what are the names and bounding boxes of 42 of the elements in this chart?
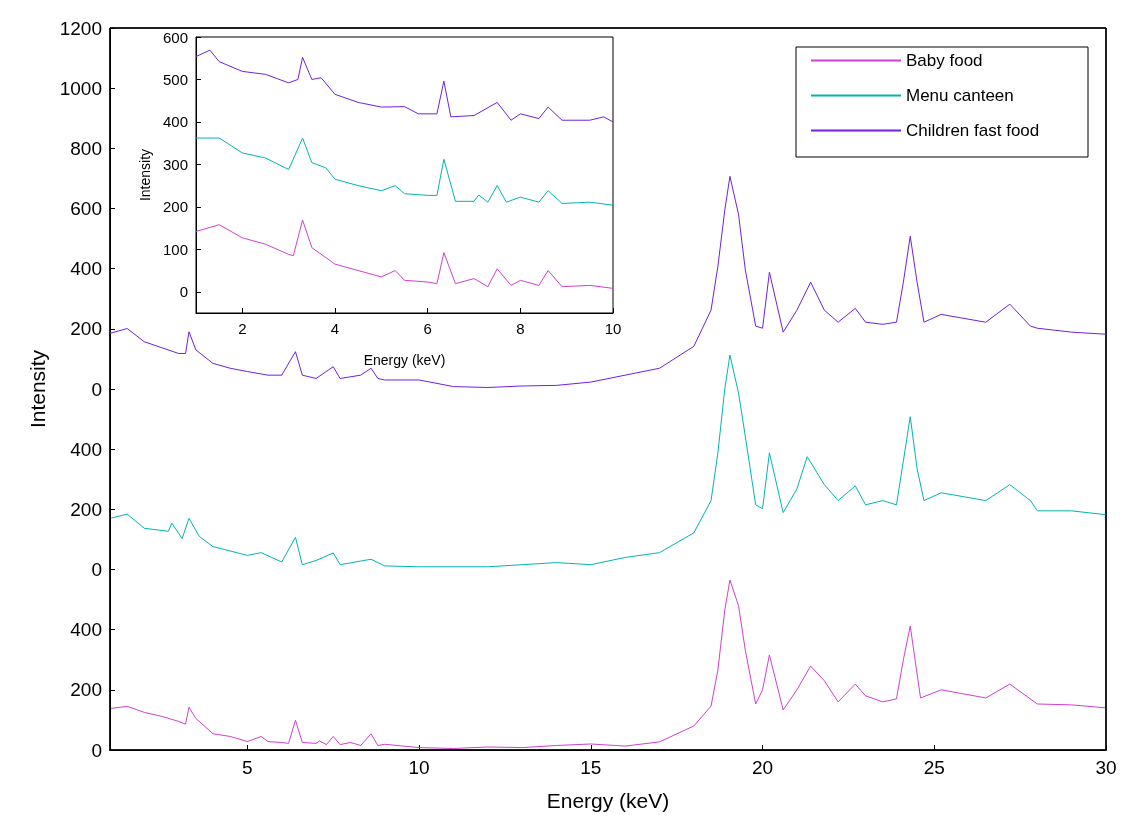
y-tick-label: 500 (162, 70, 188, 88)
x-tick-label: 6 (423, 320, 432, 337)
text: Menu canteen (906, 86, 1014, 105)
y-tick-label: 200 (70, 318, 102, 340)
y-axis-title: Intensity (137, 148, 154, 202)
text: Children fast food (906, 121, 1040, 140)
x-tick-label: 15 (580, 757, 602, 778)
y-tick-label: 600 (162, 28, 188, 46)
x-axis-title: Energy (keV) (363, 352, 446, 368)
x-tick-label: 20 (751, 757, 774, 778)
y-tick-label: 0 (91, 559, 102, 580)
y-tick-label: 100 (162, 240, 188, 258)
x-tick-label: 30 (1095, 757, 1117, 778)
y-tick-label: 400 (70, 619, 102, 641)
x-tick-label: 8 (516, 320, 525, 337)
line-series (109, 354, 1107, 568)
y-tick-label: 400 (70, 438, 102, 460)
text: Baby food (906, 51, 983, 70)
y-tick-label: 0 (91, 739, 102, 761)
x-tick-label: 4 (330, 320, 340, 337)
y-tick-label: 0 (91, 378, 102, 400)
y-tick-label: 200 (162, 198, 188, 216)
y-tick-label: 1200 (59, 17, 102, 39)
line-series (195, 219, 614, 289)
x-tick-label: 2 (238, 320, 247, 337)
x-tick-label: 10 (604, 320, 622, 337)
y-tick-label: 0 (179, 283, 188, 301)
x-tick-label: 5 (242, 757, 253, 778)
x-tick-label: 25 (923, 757, 945, 778)
x-tick-label: 10 (408, 757, 430, 778)
line-series (195, 49, 614, 123)
y-tick-label: 200 (70, 679, 102, 701)
y-axis-title: Intensity (26, 349, 49, 429)
x-axis-title: Energy (keV) (546, 789, 670, 812)
y-tick-label: 200 (70, 498, 102, 520)
y-tick-label: 300 (162, 155, 188, 173)
y-tick-label: 800 (70, 137, 102, 159)
y-tick-label: 400 (162, 113, 188, 131)
line-series (195, 137, 614, 206)
y-tick-label: 1000 (59, 77, 102, 99)
y-tick-label: 600 (70, 198, 102, 219)
y-tick-label: 400 (70, 258, 102, 280)
